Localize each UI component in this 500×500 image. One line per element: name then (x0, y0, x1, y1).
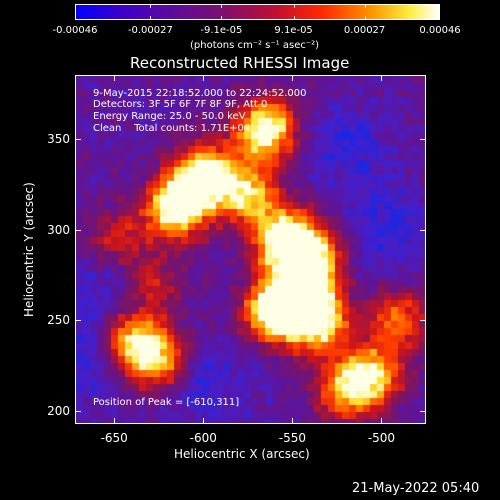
y-tick (75, 138, 81, 140)
x-tick (203, 418, 205, 424)
heatmap-image (76, 76, 425, 423)
x-tick (381, 418, 383, 424)
y-tick-label: 200 (47, 404, 70, 419)
x-tick (381, 75, 383, 81)
x-tick (203, 75, 205, 81)
plot-area (75, 75, 426, 424)
colorbar-tick (364, 4, 366, 8)
colorbar (75, 4, 440, 20)
colorbar-tick (75, 16, 76, 20)
colorbar-tick (150, 4, 152, 8)
colorbar-tick-label: -0.00046 (52, 25, 98, 36)
annotation-detectors: Detectors: 3F 5F 6F 7F 8F 9F, Att 0 (93, 99, 268, 110)
y-tick (75, 411, 81, 413)
x-tick (292, 75, 294, 81)
colorbar-tick (150, 16, 152, 20)
x-tick-label: -550 (278, 431, 306, 445)
y-tick (420, 411, 426, 413)
colorbar-units: (photons cm⁻² s⁻¹ asec⁻²) (190, 40, 320, 51)
x-axis-label: Heliocentric X (arcsec) (174, 447, 310, 461)
x-tick (114, 75, 116, 81)
annotation-energy-range: Energy Range: 25.0 - 50.0 keV (93, 111, 246, 122)
annotation-peak: Position of Peak = [-610,311] (93, 397, 240, 408)
annotation-time-range: 9-May-2015 22:18:52.000 to 22:24:52.000 (93, 88, 307, 99)
colorbar-tick (75, 4, 76, 8)
y-axis-label: Heliocentric Y (arcsec) (22, 182, 36, 317)
colorbar-tick (293, 16, 295, 20)
colorbar-tick (364, 16, 366, 20)
y-tick (75, 229, 81, 231)
x-tick-label: -650 (100, 431, 128, 445)
x-tick-label: -600 (189, 431, 217, 445)
annotation-clean-counts: Clean Total counts: 1.71E+04 (93, 123, 251, 134)
y-tick (75, 320, 81, 322)
y-tick-label: 350 (47, 131, 70, 146)
y-tick (420, 320, 426, 322)
x-tick (114, 418, 116, 424)
colorbar-tick-label: 0.00027 (343, 25, 386, 36)
plot-title: Reconstructed RHESSI Image (130, 54, 350, 72)
colorbar-tick (221, 16, 223, 20)
footer-timestamp: 21-May-2022 05:40 (352, 481, 480, 496)
y-tick-label: 250 (47, 313, 70, 328)
colorbar-tick (293, 4, 295, 8)
colorbar-tick (439, 16, 440, 20)
colorbar-tick-label: 9.1e-05 (274, 25, 313, 36)
y-tick (420, 138, 426, 140)
colorbar-tick-label: -0.00027 (127, 25, 173, 36)
x-tick-label: -500 (367, 431, 396, 445)
colorbar-tick-label: -9.1e-05 (200, 25, 243, 36)
colorbar-tick (439, 4, 440, 8)
y-tick (420, 229, 426, 231)
y-tick-label: 300 (47, 222, 70, 237)
colorbar-tick-label: 0.00046 (419, 25, 461, 36)
colorbar-tick (221, 4, 223, 8)
x-tick (292, 418, 294, 424)
